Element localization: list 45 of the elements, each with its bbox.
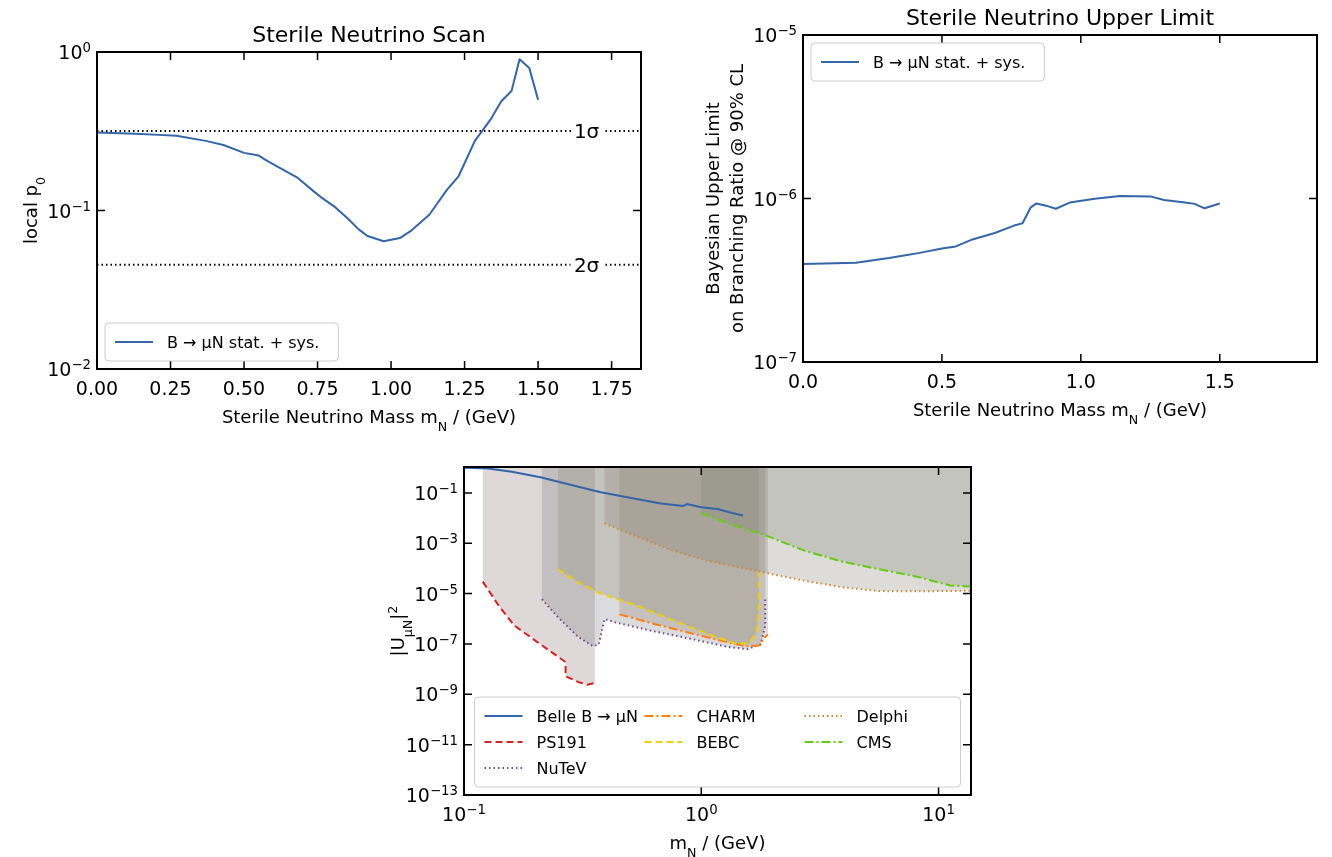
- x-tick-label: 0.0: [787, 370, 819, 392]
- x-tick-label: 0.5: [926, 370, 958, 392]
- x-axis-title: Sterile Neutrino Mass m$_{N}$ / (GeV): [912, 399, 1208, 427]
- legend-label: Delphi: [856, 707, 908, 726]
- y-tick-label: 10$^{−1}$: [414, 480, 458, 504]
- legend-label: Belle B → μN: [536, 707, 638, 726]
- chart-title: Sterile Neutrino Upper Limit: [905, 5, 1215, 30]
- x-tick-label: 1.75: [590, 377, 633, 399]
- x-tick-label: 1.5: [1204, 370, 1235, 392]
- y-tick-label: 10$^{−5}$: [753, 22, 797, 46]
- y-tick-label: 10$^{0}$: [58, 39, 91, 63]
- line-series: [803, 195, 1221, 266]
- legend-label: BEBC: [696, 733, 740, 752]
- x-tick-label: 0.00: [75, 377, 119, 399]
- y-tick-label: 10$^{−7}$: [414, 631, 458, 655]
- x-axis-title: Sterile Neutrino Mass m$_{N}$ / (GeV): [221, 406, 517, 434]
- y-tick-label: 10$^{−11}$: [405, 732, 458, 756]
- y-tick-label: 10$^{−1}$: [47, 198, 91, 222]
- ref-line-label: 2σ: [573, 252, 600, 277]
- x-tick-label: 10$^{1}$: [922, 801, 955, 825]
- y-tick-label: 10$^{−5}$: [414, 581, 458, 605]
- y-tick-label: 10$^{−6}$: [753, 186, 797, 210]
- x-tick-label: 1.00: [369, 377, 413, 399]
- legend-label: CMS: [856, 733, 892, 752]
- legend-label: PS191: [536, 733, 587, 752]
- legend-label: B → μN stat. + sys.: [873, 53, 1026, 72]
- legend-label: NuTeV: [536, 759, 587, 778]
- y-tick-label: 10$^{−7}$: [753, 349, 797, 373]
- y-tick-label: 10$^{−2}$: [47, 356, 91, 380]
- x-axis-title: m$_{N}$ / (GeV): [669, 832, 766, 857]
- x-tick-label: 1.50: [516, 377, 560, 399]
- x-tick-label: 10$^{0}$: [684, 801, 718, 825]
- legend-label: B → μN stat. + sys.: [167, 333, 320, 352]
- ref-line-label: 1σ: [573, 119, 600, 144]
- y-tick-label: 10$^{−9}$: [414, 681, 458, 706]
- y-axis-title: Bayesian Upper Limit on Branching Ratio @ 90% CL: [702, 63, 747, 334]
- x-tick-label: 0.50: [222, 377, 266, 399]
- x-tick-label: 1.0: [1065, 370, 1096, 392]
- x-tick-label: 1.25: [443, 377, 486, 399]
- chart-title: Sterile Neutrino Scan: [252, 22, 486, 47]
- line-series: [97, 58, 540, 243]
- x-tick-label: 0.25: [149, 377, 192, 399]
- x-tick-label: 0.75: [296, 377, 339, 399]
- legend-label: CHARM: [696, 707, 756, 726]
- y-tick-label: 10$^{−3}$: [414, 530, 458, 555]
